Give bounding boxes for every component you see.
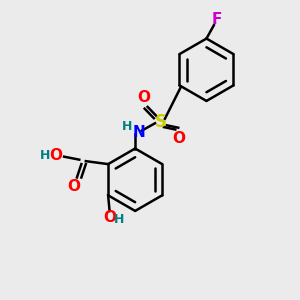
- Text: O: O: [68, 179, 80, 194]
- Text: F: F: [212, 12, 222, 27]
- Text: O: O: [50, 148, 63, 163]
- Text: O: O: [103, 209, 116, 224]
- Text: H: H: [40, 149, 50, 162]
- Text: O: O: [172, 131, 185, 146]
- Text: O: O: [138, 91, 151, 106]
- Text: S: S: [154, 113, 166, 131]
- Text: N: N: [132, 125, 145, 140]
- Text: H: H: [122, 120, 132, 133]
- Text: H: H: [114, 213, 124, 226]
